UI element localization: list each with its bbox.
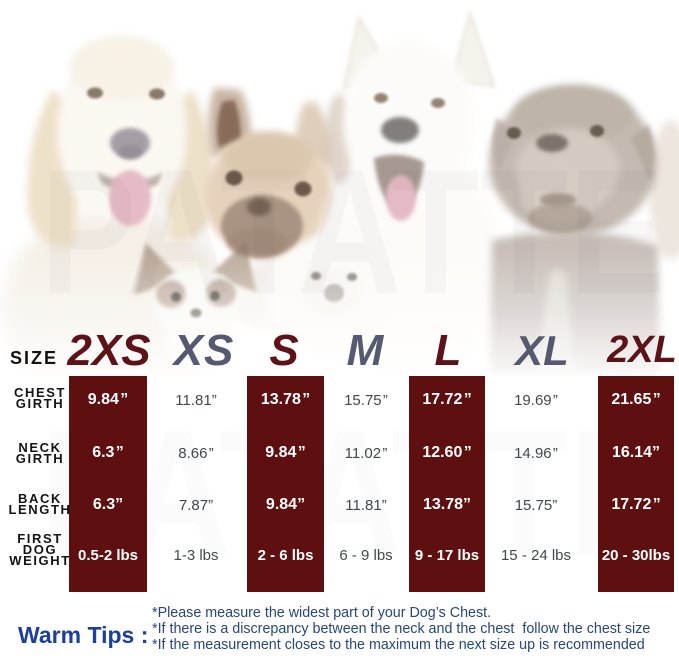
svg-text:PATATTE: PATATTE <box>40 132 665 331</box>
